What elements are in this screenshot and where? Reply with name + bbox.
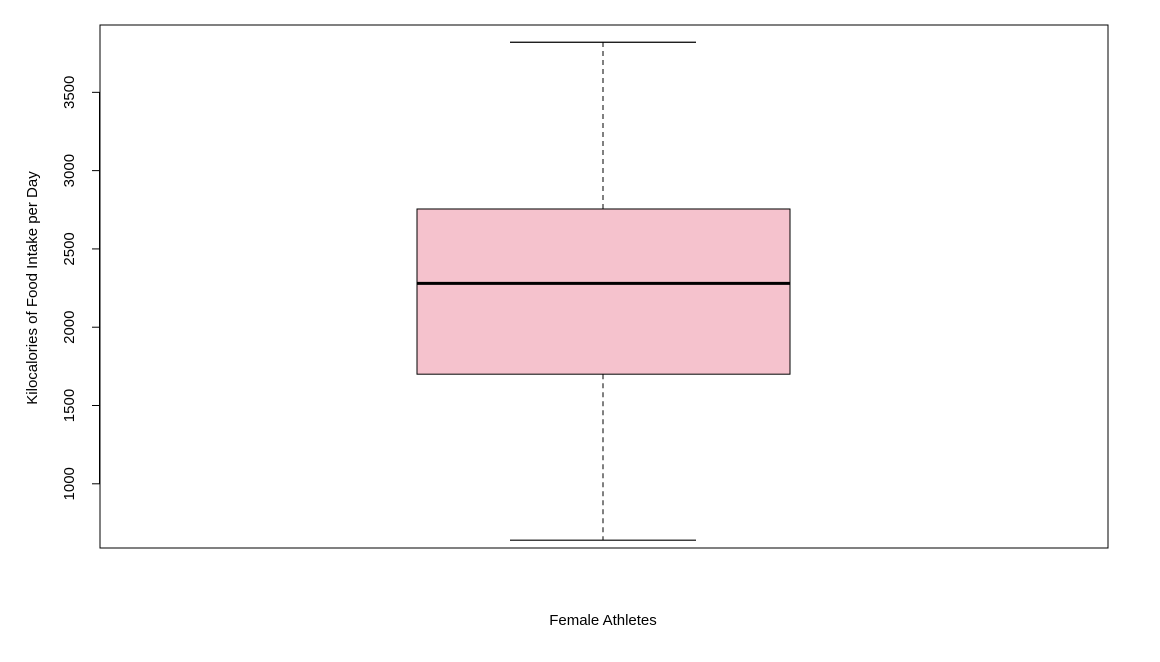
y-tick-label: 1000 [61, 467, 78, 500]
y-tick-label: 2000 [61, 311, 78, 344]
y-tick-label: 3500 [61, 76, 78, 109]
y-axis-label: Kilocalories of Food Intake per Day [24, 171, 41, 405]
y-tick-label: 1500 [61, 389, 78, 422]
iqr-box [416, 208, 791, 375]
y-tick-label: 2500 [61, 232, 78, 265]
x-axis-label: Female Athletes [549, 612, 657, 629]
boxplot [416, 41, 791, 541]
y-tick-label: 3000 [61, 154, 78, 187]
y-axis: 1000 1500 2000 2500 3000 3500 [61, 76, 100, 500]
